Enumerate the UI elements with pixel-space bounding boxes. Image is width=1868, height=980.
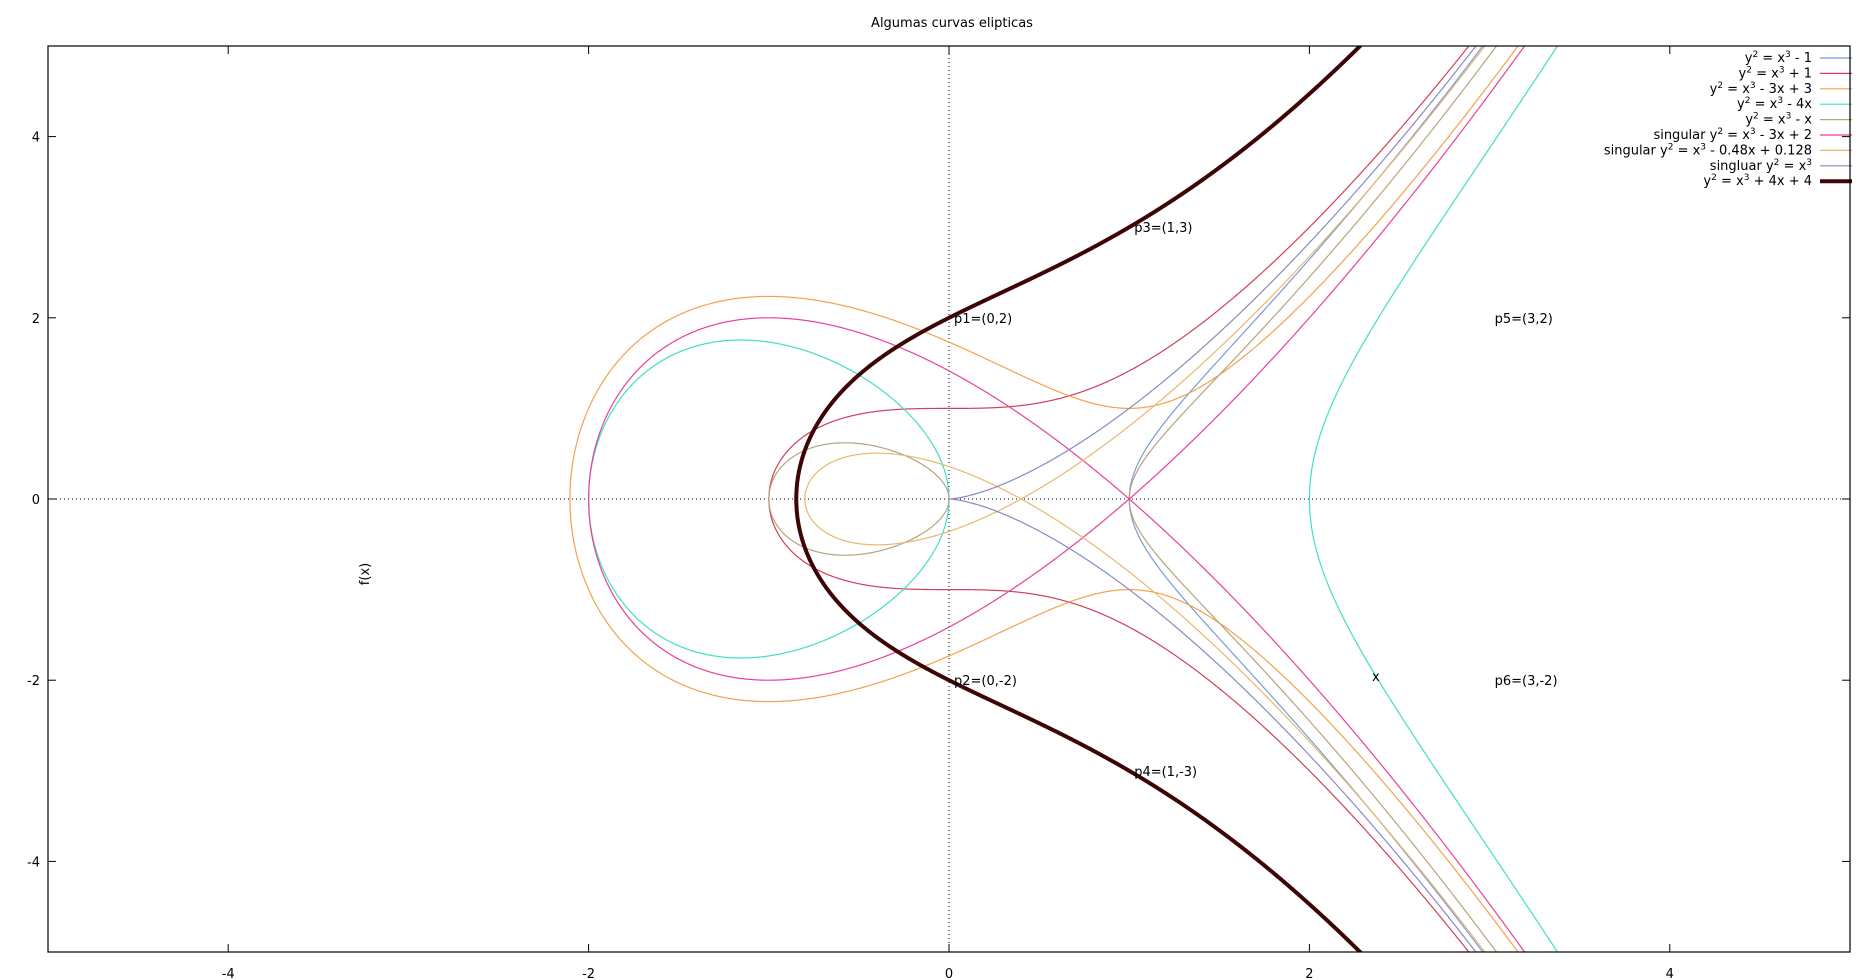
x-tick-label: -2	[582, 967, 595, 980]
legend-entry-label: y2 = x3 + 4x + 4	[1703, 173, 1812, 189]
legend-text-part: = x	[1723, 128, 1750, 143]
legend-superscript: 3	[1779, 65, 1785, 75]
curve-series-1	[1128, 46, 1484, 952]
legend-text-part: y	[1703, 174, 1711, 189]
annotation-6: p6=(3,-2)	[1495, 674, 1558, 689]
legend-text-part: y	[1737, 97, 1745, 112]
y-tick-label: 4	[32, 131, 40, 146]
legend-text-part: = x	[1673, 143, 1700, 158]
legend-text-part: = x	[1758, 51, 1785, 66]
legend-text-part: - 3x + 2	[1756, 128, 1812, 143]
legend-superscript: 3	[1785, 50, 1791, 60]
legend-text-part: + 1	[1785, 66, 1812, 81]
legend-superscript: 2	[1711, 173, 1717, 183]
annotation-5: p5=(3,2)	[1495, 312, 1553, 327]
legend-entry-label: y2 = x3 - 1	[1745, 50, 1812, 66]
x-tick-label: 0	[945, 967, 953, 980]
legend-entry-label: singluar y2 = x3	[1710, 158, 1812, 174]
curve-series-6	[588, 46, 1526, 952]
x-axis-label: x	[1372, 670, 1380, 685]
legend-superscript: 2	[1774, 158, 1780, 168]
legend: y2 = x3 - 1y2 = x3 + 1y2 = x3 - 3x + 3y2…	[1604, 50, 1852, 189]
legend-superscript: 3	[1786, 112, 1792, 122]
y-axis-label: f(x)	[358, 563, 373, 585]
legend-text-part: = x	[1723, 82, 1750, 97]
curve-series-2	[768, 46, 1470, 952]
legend-text-part: y	[1745, 51, 1753, 66]
y-tick-label: -4	[27, 855, 40, 870]
legend-text-part: singular y	[1653, 128, 1717, 143]
legend-text-part: = x	[1779, 159, 1806, 174]
legend-superscript: 3	[1744, 173, 1750, 183]
legend-entry-label: y2 = x3 - 4x	[1737, 96, 1812, 112]
axis-ticks: -4 -2 0 2 4 -4 -2 0 2 4	[27, 46, 1850, 980]
plot-frame	[47, 45, 1851, 953]
legend-entry-label: singular y2 = x3 - 0.48x + 0.128	[1604, 142, 1812, 158]
x-tick-label: 4	[1666, 967, 1674, 980]
legend-text-part: y	[1745, 113, 1753, 128]
point-annotations: p1=(0,2) p2=(0,-2) p3=(1,3) p4=(1,-3) p5=(3,…	[954, 221, 1558, 780]
legend-superscript: 2	[1745, 96, 1751, 106]
legend-superscript: 3	[1700, 142, 1706, 152]
annotation-3: p3=(1,3)	[1134, 221, 1192, 236]
legend-text-part: singular y	[1604, 143, 1668, 158]
legend-text-part: - 4x	[1783, 97, 1812, 112]
legend-superscript: 3	[1750, 81, 1756, 91]
legend-superscript: 2	[1668, 142, 1674, 152]
legend-superscript: 3	[1777, 96, 1783, 106]
legend-entry-label: y2 = x3 - x	[1745, 112, 1812, 128]
annotation-1: p1=(0,2)	[954, 312, 1012, 327]
legend-text-part: = x	[1717, 174, 1744, 189]
y-tick-label: 0	[32, 493, 40, 508]
curve-series-3	[569, 46, 1519, 952]
legend-entry-label: y2 = x3 + 1	[1739, 65, 1812, 81]
legend-text-part: - 0.48x + 0.128	[1706, 143, 1812, 158]
curve-series-8	[948, 46, 1477, 952]
curve-series-7	[804, 46, 1486, 952]
legend-text-part: singluar y	[1710, 159, 1774, 174]
y-tick-label: -2	[27, 674, 40, 689]
legend-text-part: = x	[1759, 113, 1786, 128]
legend-superscript: 3	[1750, 127, 1756, 137]
legend-superscript: 2	[1746, 65, 1752, 75]
legend-text-part: - 3x + 3	[1756, 82, 1812, 97]
legend-superscript: 3	[1806, 158, 1812, 168]
legend-text-part: y	[1739, 66, 1747, 81]
legend-superscript: 2	[1752, 50, 1758, 60]
chart-title: Algumas curvas elipticas	[871, 16, 1033, 31]
annotation-2: p2=(0,-2)	[954, 674, 1017, 689]
legend-text-part: = x	[1750, 97, 1777, 112]
legend-superscript: 2	[1753, 112, 1759, 122]
legend-superscript: 2	[1717, 127, 1723, 137]
legend-entry-label: y2 = x3 - 3x + 3	[1710, 81, 1812, 97]
legend-text-part: + 4x + 4	[1749, 174, 1812, 189]
legend-text-part: - 1	[1791, 51, 1812, 66]
legend-text-part: y	[1710, 82, 1718, 97]
legend-text-part: = x	[1752, 66, 1779, 81]
x-tick-label: -4	[222, 967, 235, 980]
legend-text-part: - x	[1791, 113, 1812, 128]
annotation-4: p4=(1,-3)	[1134, 765, 1197, 780]
y-tick-label: 2	[32, 312, 40, 327]
legend-superscript: 2	[1717, 81, 1723, 91]
legend-entry-label: singular y2 = x3 - 3x + 2	[1653, 127, 1812, 143]
x-tick-label: 2	[1305, 967, 1313, 980]
curves	[569, 46, 1559, 952]
curve-series-9	[794, 46, 1363, 952]
